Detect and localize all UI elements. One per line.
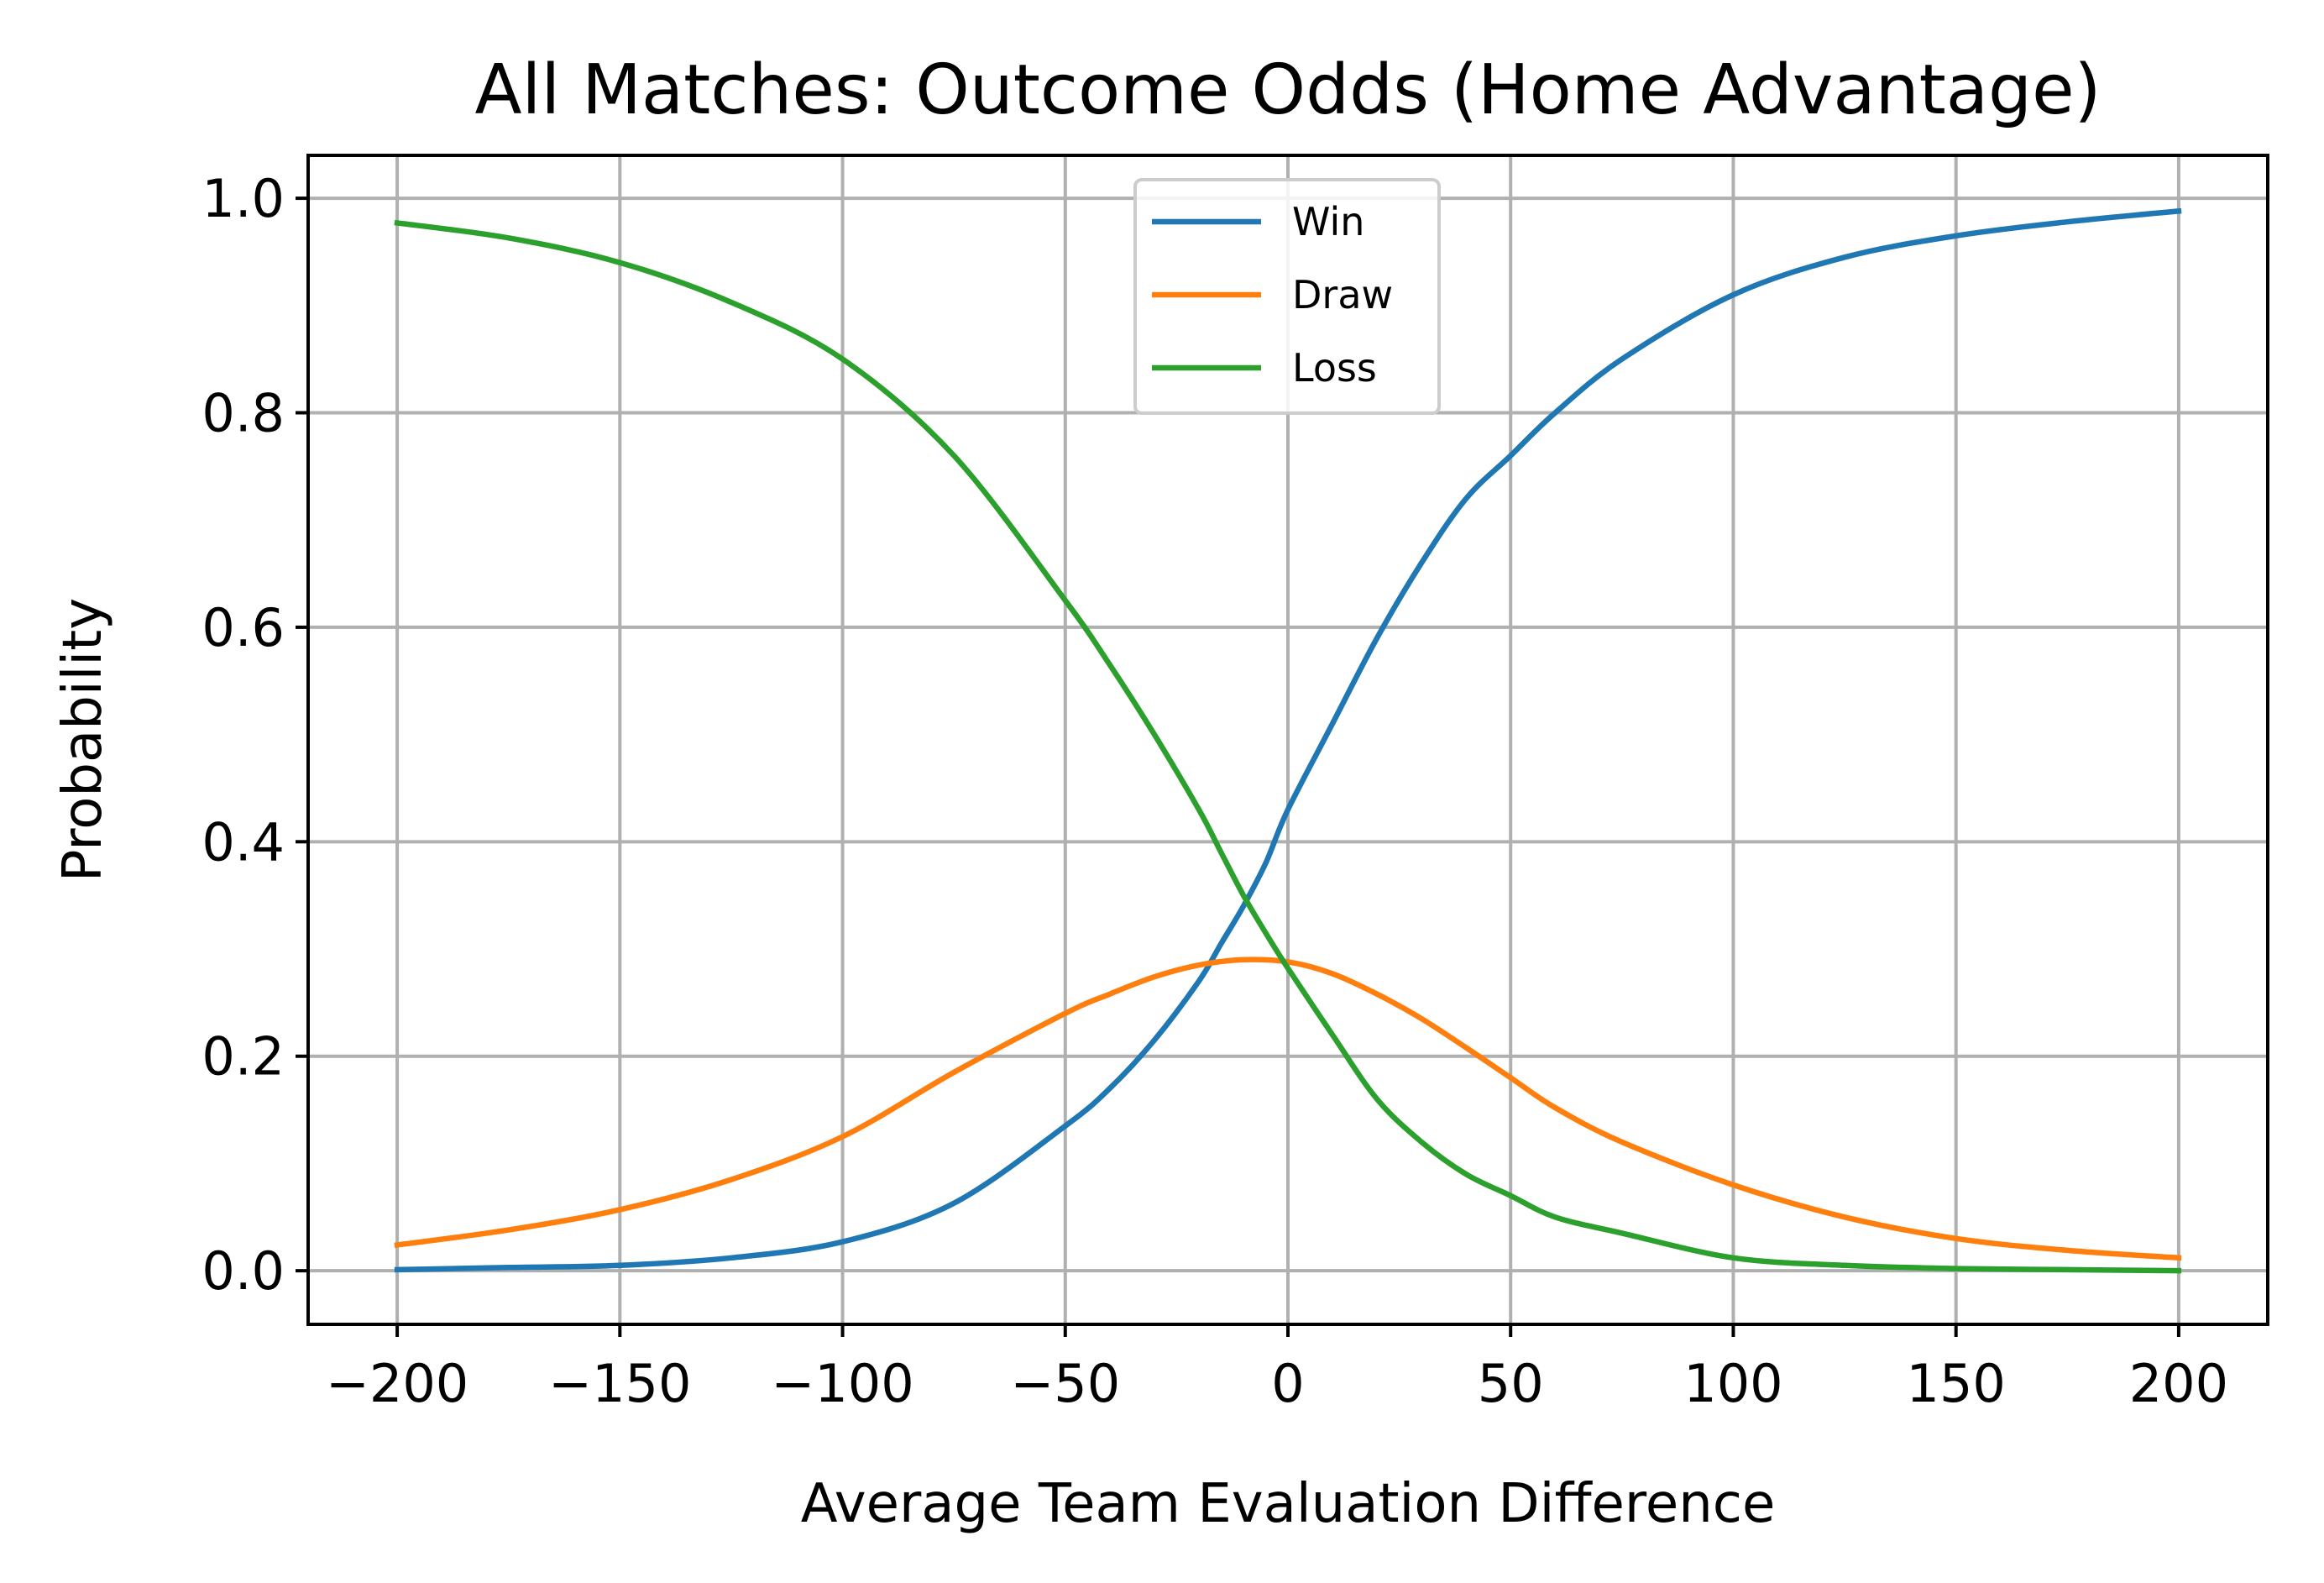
y-tick-label: 0.0 xyxy=(202,1240,285,1302)
y-tick-label: 0.4 xyxy=(202,811,285,873)
x-tick-label: 150 xyxy=(1907,1353,2006,1414)
series-line-win xyxy=(394,207,2182,1273)
x-tick-label: −150 xyxy=(548,1353,691,1414)
x-axis-label: Average Team Evaluation Difference xyxy=(801,1473,1776,1535)
legend-label-loss: Loss xyxy=(1292,345,1377,391)
x-tick-label: 50 xyxy=(1478,1353,1544,1414)
x-tick-label: −200 xyxy=(326,1353,468,1414)
x-tick-label: 0 xyxy=(1271,1353,1304,1414)
legend-box xyxy=(1133,178,1441,415)
y-tick-label: 0.8 xyxy=(202,382,285,443)
series-line-draw xyxy=(394,957,2182,1261)
legend: Win Draw Loss xyxy=(1133,178,1441,415)
chart-title: All Matches: Outcome Odds (Home Advantag… xyxy=(474,50,2101,130)
x-tick-label: −50 xyxy=(1010,1353,1120,1414)
y-tick-label: 1.0 xyxy=(202,168,285,229)
legend-label-win: Win xyxy=(1292,199,1364,244)
series-line-loss xyxy=(394,219,2182,1274)
legend-label-draw: Draw xyxy=(1292,272,1393,317)
x-tick-label: 100 xyxy=(1683,1353,1782,1414)
y-axis-label: Probability xyxy=(52,598,114,882)
axis-ticks: −200 −150 −100 −50 0 50 100 150 200 0.0 0.2 0.4 0.6 0… xyxy=(202,168,2228,1414)
y-tick-label: 0.6 xyxy=(202,597,285,658)
x-tick-label: 200 xyxy=(2129,1353,2228,1414)
y-tick-label: 0.2 xyxy=(202,1026,285,1088)
series-lines xyxy=(394,207,2182,1274)
x-tick-label: −100 xyxy=(771,1353,913,1414)
